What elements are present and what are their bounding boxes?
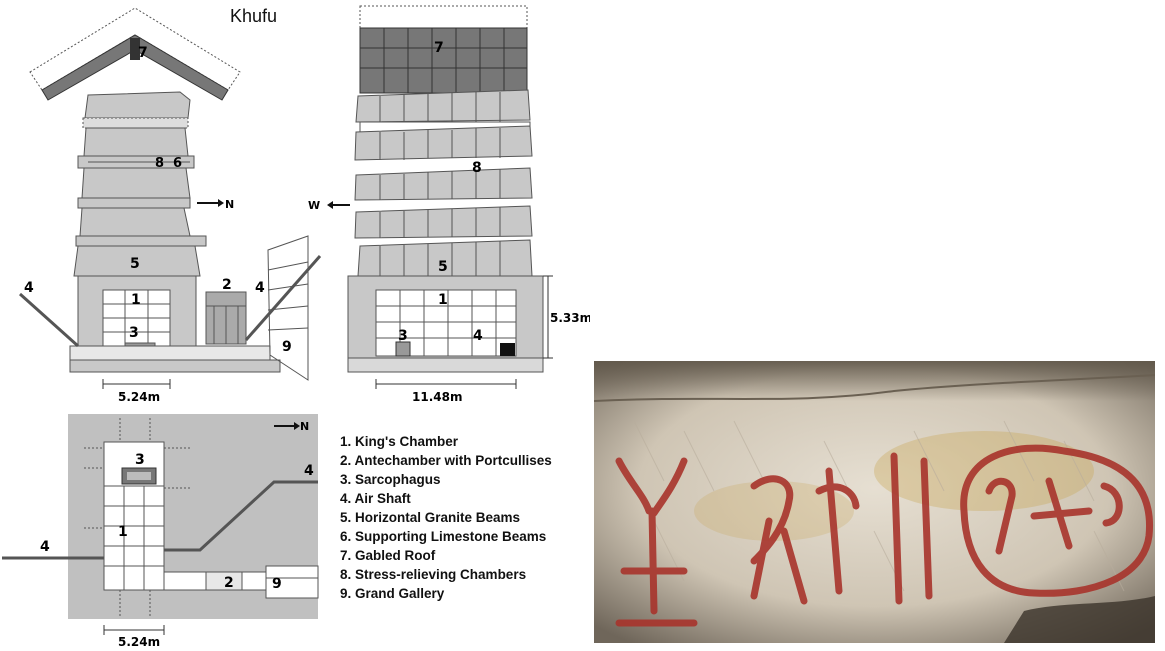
marker-4-right: 4 xyxy=(255,280,265,296)
marker-4-left: 4 xyxy=(24,280,34,296)
marker-7: 7 xyxy=(138,45,148,61)
marker-1: 1 xyxy=(438,292,448,308)
marker-3: 3 xyxy=(135,452,145,468)
marker-2: 2 xyxy=(222,277,232,293)
west-label: W xyxy=(308,199,320,212)
width-label: 5.24m xyxy=(118,635,160,649)
marker-4-right: 4 xyxy=(304,463,314,479)
legend-item: 9. Grand Gallery xyxy=(340,586,445,601)
front-section-view: 7 8 5 1 3 4 W 11.48m 5.33m xyxy=(308,5,590,404)
marker-1: 1 xyxy=(131,292,141,308)
marker-9: 9 xyxy=(282,339,292,355)
legend-item: 6. Supporting Limestone Beams xyxy=(340,529,547,544)
legend-item: 5. Horizontal Granite Beams xyxy=(340,510,521,525)
diagram-title: Khufu xyxy=(230,6,278,26)
marker-5: 5 xyxy=(130,256,140,272)
legend-item: 4. Air Shaft xyxy=(340,491,411,506)
side-section-view: 7 8 6 5 1 2 3 4 4 9 N 5.24m xyxy=(18,7,322,404)
marker-7: 7 xyxy=(434,40,444,56)
marker-3: 3 xyxy=(398,328,408,344)
legend: 1. King's Chamber 2. Antechamber with Po… xyxy=(340,432,552,603)
marker-6: 6 xyxy=(173,156,182,171)
legend-item: 3. Sarcophagus xyxy=(340,472,441,487)
marker-3: 3 xyxy=(129,325,139,341)
legend-item: 8. Stress-relieving Chambers xyxy=(340,567,527,582)
marker-9: 9 xyxy=(272,576,282,592)
marker-8: 8 xyxy=(472,160,482,176)
plan-view: 3 1 2 4 4 9 N 5.24m xyxy=(2,414,319,649)
legend-item: 1. King's Chamber xyxy=(340,434,458,449)
height-label: 5.33m xyxy=(550,311,590,325)
width-label: 5.24m xyxy=(118,390,160,404)
marker-5: 5 xyxy=(438,259,448,275)
north-label: N xyxy=(225,198,234,211)
marker-4: 4 xyxy=(473,328,483,344)
marker-2: 2 xyxy=(224,575,234,591)
marker-1: 1 xyxy=(118,524,128,540)
north-label: N xyxy=(300,420,309,433)
legend-item: 7. Gabled Roof xyxy=(340,548,436,563)
marker-8: 8 xyxy=(155,156,164,171)
legend-item: 2. Antechamber with Portcullises xyxy=(340,453,552,468)
graffiti-photo xyxy=(594,361,1155,643)
width-label: 11.48m xyxy=(412,390,462,404)
marker-4-left: 4 xyxy=(40,539,50,555)
